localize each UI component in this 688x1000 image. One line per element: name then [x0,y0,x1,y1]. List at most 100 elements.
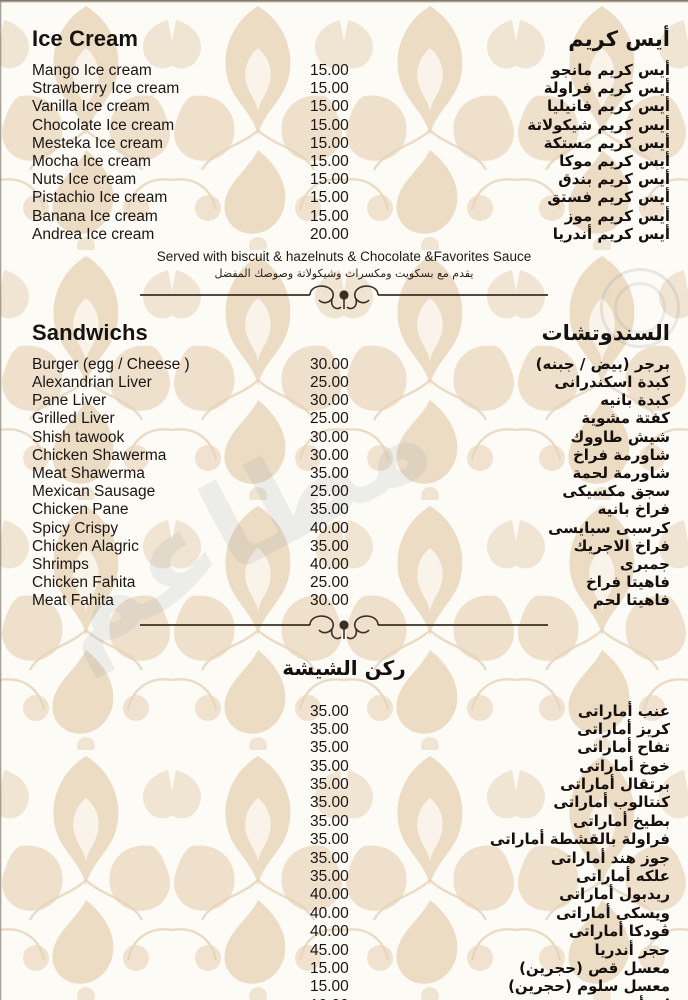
menu-item-name-ar: علكه أماراتى [575,867,670,886]
ice-cream-serving-note: Served with biscuit & hazelnuts & Chocol… [0,249,688,280]
section-title-ar-ice-cream: أيس كريم [568,27,670,51]
menu-item-price: 45.00 [310,941,349,959]
menu-item-name-ar: جمبرى [619,554,670,573]
menu-item-price: 35.00 [310,849,349,867]
menu-item-price: 35.00 [310,702,349,720]
menu-item-row: 35.00 خوخ أماراتى [0,757,688,775]
menu-item-name-ar: ريدبول أماراتى [559,885,670,904]
menu-item-price: 35.00 [310,757,349,775]
menu-item-name-ar: كرسبى سبايسى [548,518,670,537]
menu-item-price: 15.00 [310,171,349,189]
item-list-shisha: 35.00 عنب أماراتى 35.00 كريز أماراتى 35.00 تف… [0,702,688,1000]
menu-item-name-en: Shish tawook [32,428,125,446]
menu-item-name-ar: فراولة بالقشطة أماراتى [489,830,670,849]
menu-item-row: Mesteka Ice cream 15.00 أيس كريم مستكة [0,134,688,152]
menu-item-price: 25.00 [310,574,349,592]
menu-item-price: 15.00 [310,98,349,116]
menu-item-name-en: Spicy Crispy [32,519,119,537]
menu-item-row: 40.00 ڤودكا أماراتى [0,922,688,940]
menu-item-price: 15.00 [310,959,349,977]
menu-item-price: 15.00 [310,152,349,170]
menu-item-name-en: Burger (egg / Cheese ) [32,355,190,373]
menu-item-name-en: Shrimps [32,555,89,573]
menu-item-row: Chicken Pane 35.00 فراخ بانيه [0,500,688,518]
menu-item-name-en: Alexandrian Liver [32,374,152,392]
menu-item-price: 25.00 [310,410,349,428]
menu-item-name-en: Banana Ice cream [32,207,158,225]
menu-item-name-ar: كبدة بانيه [600,391,670,410]
menu-item-name-ar: كفتة مشوية [581,409,670,428]
menu-item-row: Alexandrian Liver 25.00 كبدة اسكندرانى [0,373,688,391]
menu-item-name-en: Mango Ice cream [32,62,152,79]
section-header-sandwichs: Sandwichs السندوتشات [0,320,688,346]
menu-item-row: 35.00 جوز هند أماراتى [0,849,688,867]
menu-item-price: 40.00 [310,519,349,537]
menu-item-name-ar: برجر (بيض / جبنه) [535,354,670,373]
menu-item-row: Grilled Liver 25.00 كفتة مشوية [0,409,688,427]
menu-item-name-ar: فراخ الاجريك [573,536,670,555]
menu-item-name-ar: حجر أندريا [594,940,670,959]
menu-item-name-ar: أيس كريم موكا [559,151,670,170]
menu-item-row: Pistachio Ice cream 15.00 أيس كريم فستق [0,188,688,206]
menu-item-name-ar: كبدة اسكندرانى [554,373,670,392]
menu-item-name-ar: أيس كريم فستق [547,188,670,207]
menu-item-name-ar: فراخ بانيه [597,500,670,519]
section-title-ar-sandwichs: السندوتشات [541,320,670,345]
menu-item-price: 30.00 [310,592,349,610]
menu-item-price: 35.00 [310,537,349,555]
menu-item-price: 35.00 [310,501,349,519]
menu-item-price: 15.00 [310,978,349,996]
menu-item-name-en: Pistachio Ice cream [32,189,168,207]
menu-item-name-ar: أيس كريم مستكة [543,133,670,152]
menu-item-row: 35.00 علكه أماراتى [0,867,688,885]
menu-item-price: 25.00 [310,483,349,501]
page-top-border [0,0,688,3]
menu-item-row: 15.00 معسل سلوم (حجرين) [0,977,688,995]
menu-item-price: 35.00 [310,776,349,794]
section-title-ar-shisha: ركن الشيشة [282,655,406,680]
menu-item-row: Shrimps 40.00 جمبرى [0,555,688,573]
menu-item-row: 40.00 ويسكى أماراتى [0,904,688,922]
menu-item-name-ar: شاورمة لحمة [572,464,670,482]
section-title-en-ice-cream: Ice Cream [32,26,139,51]
menu-item-price: 40.00 [310,555,349,573]
menu-item-name-en: Strawberry Ice cream [32,80,180,98]
menu-item-name-en: Chocolate Ice cream [32,116,175,134]
menu-item-row: Meat Shawerma 35.00 شاورمة لحمة [0,464,688,482]
menu-item-row: Mango Ice cream 15.00 أيس كريم مانجو [0,61,688,79]
menu-item-row: Andrea Ice cream 20.00 أيس كريم أندريا [0,225,688,243]
menu-item-name-ar: فاهيتا لحم [592,591,670,610]
menu-item-row: 35.00 تفاح أماراتى [0,738,688,756]
menu-item-row: Chicken Shawerma 30.00 شاورمة فراخ [0,446,688,464]
menu-item-price: 35.00 [310,739,349,757]
menu-item-price: 40.00 [310,904,349,922]
page-left-border [0,0,2,1000]
menu-item-row: 35.00 كريز أماراتى [0,720,688,738]
menu-item-name-ar: شاورمة فراخ [572,445,670,464]
menu-item-row: 40.00 ريدبول أماراتى [0,885,688,903]
menu-item-row: Burger (egg / Cheese ) 30.00 برجر (بيض / ج… [0,355,688,373]
menu-item-name-ar: معسل سلوم (حجرين) [508,977,670,996]
menu-item-price: 30.00 [310,355,349,373]
menu-item-price: 30.00 [310,392,349,410]
ornament-divider-bottom [0,612,688,642]
menu-item-price: 35.00 [310,465,349,482]
menu-item-row: Vanilla Ice cream 15.00 أيس كريم فانيليا [0,97,688,115]
menu-item-row: Shish tawook 30.00 شيش طاووك [0,428,688,446]
menu-item-name-ar: كنتالوب أماراتى [553,793,670,812]
menu-item-row: Banana Ice cream 15.00 أيس كريم موز [0,207,688,225]
menu-item-name-en: Nuts Ice cream [32,171,137,189]
menu-item-name-en: Grilled Liver [32,410,115,428]
menu-item-name-ar: لى أيس [406,996,670,1000]
menu-item-name-ar: أيس كريم مانجو [551,61,670,79]
menu-item-price: 15.00 [310,134,349,152]
menu-item-row: 15.00 معسل قص (حجرين) [0,959,688,977]
menu-item-name-ar: كريز أماراتى [577,719,670,738]
menu-item-name-ar: أيس كريم شيكولاتة [527,115,670,134]
menu-item-name-ar: معسل قص (حجرين) [519,958,670,977]
section-header-ice-cream: Ice Cream أيس كريم [0,26,688,52]
menu-item-price: 30.00 [310,428,349,446]
menu-item-name-ar: تفاح أماراتى [577,738,670,757]
menu-item-name-ar: برتقال أماراتى [560,775,670,794]
